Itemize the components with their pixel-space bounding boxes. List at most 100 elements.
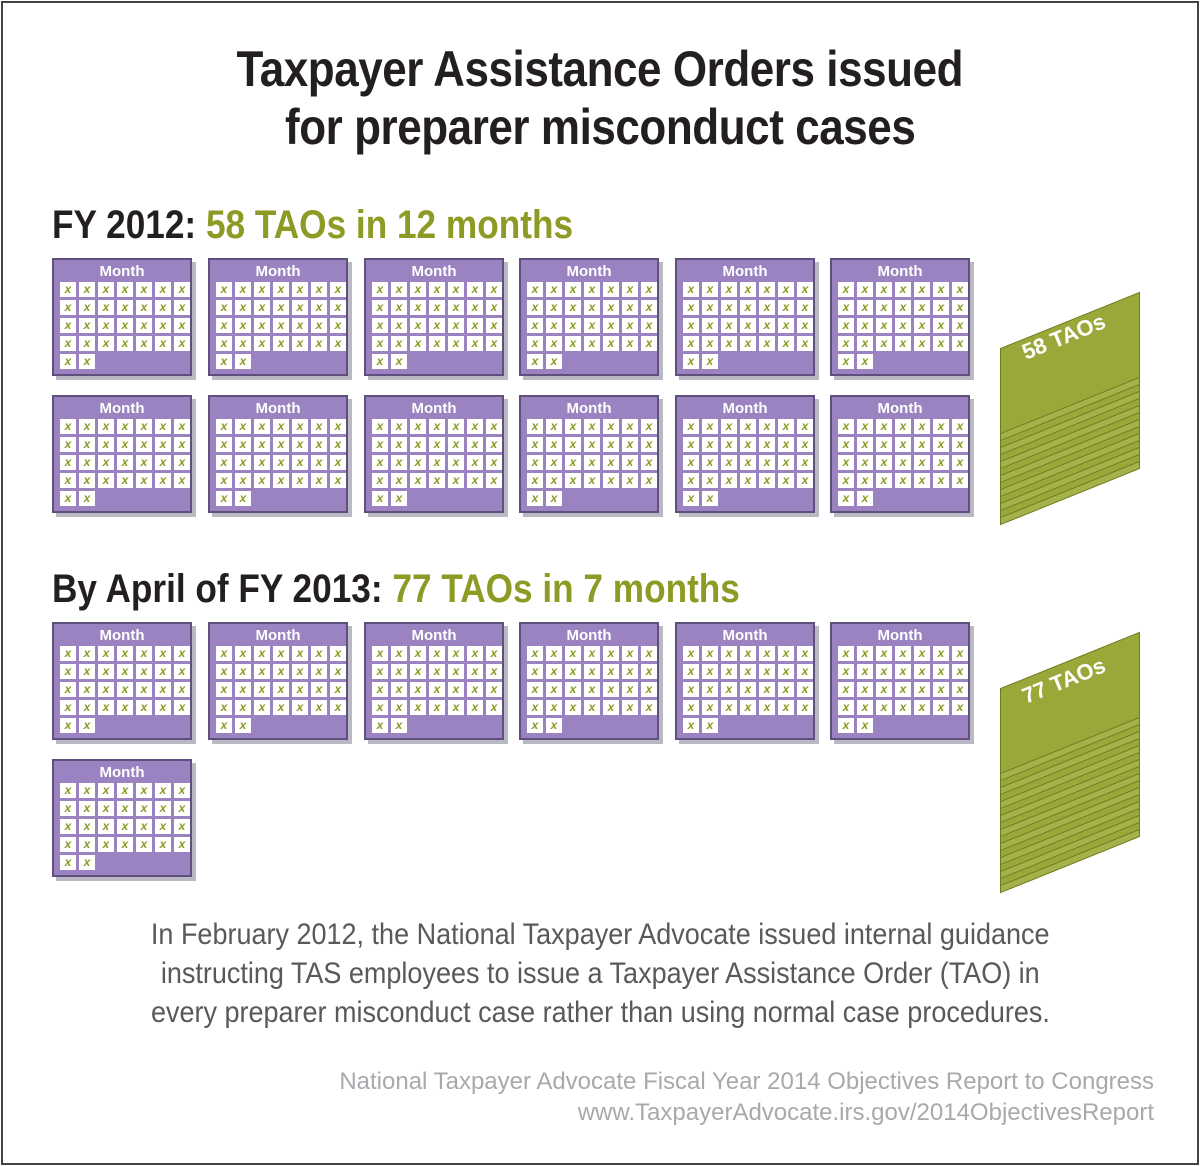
tao-mark-icon: x [391,318,407,333]
tao-mark-icon: x [311,300,327,315]
tao-mark-icon: x [838,300,854,315]
tao-mark-icon: x [254,700,270,715]
tao-mark-icon: x [79,437,95,452]
tao-mark-icon: x [702,718,718,733]
tao-mark-icon: x [235,473,251,488]
tao-mark-icon: x [174,646,190,661]
fy2013-highlight: 77 TAOs in 7 months [392,567,740,611]
tao-mark-icon: x [410,282,426,297]
tao-mark-icon: x [641,682,657,697]
tao-mark-icon: x [838,282,854,297]
tao-mark-icon: x [584,664,600,679]
tao-mark-icon: x [546,700,562,715]
tao-mark-icon: x [797,419,813,434]
tao-mark-icon: x [273,700,289,715]
tao-mark-icon: x [254,473,270,488]
tao-mark-icon: x [467,700,483,715]
tao-mark-icon: x [603,700,619,715]
tao-mark-icon: x [391,455,407,470]
tao-mark-icon: x [429,473,445,488]
tao-mark-icon: x [797,682,813,697]
tao-mark-icon: x [155,819,171,834]
tao-mark-icon: x [235,437,251,452]
tao-mark-icon: x [79,473,95,488]
tao-mark-icon: x [778,700,794,715]
tao-mark-icon: x [60,646,76,661]
tao-mark-icon: x [391,300,407,315]
tao-mark-icon: x [740,318,756,333]
tao-mark-icon: x [117,437,133,452]
tao-mark-icon: x [174,819,190,834]
tao-mark-icon: x [914,646,930,661]
tao-mark-icon: x [876,473,892,488]
tao-mark-icon: x [174,837,190,852]
tao-mark-icon: x [136,300,152,315]
tao-mark-icon: x [933,682,949,697]
tao-mark-icon: x [136,646,152,661]
tao-mark-icon: x [311,318,327,333]
month-calendar: Month x x x x x x x x x x x x x x x x x x x x x x x x x x x x x x [675,258,815,376]
tao-mark-icon: x [155,646,171,661]
tao-mark-icon: x [117,646,133,661]
tao-mark-icon: x [311,437,327,452]
tao-mark-icon: x [235,336,251,351]
tao-mark-icon: x [486,473,502,488]
tao-mark-icon: x [216,336,232,351]
tao-mark-icon: x [952,300,968,315]
tao-mark-icon: x [641,646,657,661]
source-link[interactable]: www.TaxpayerAdvocate.irs.gov/2014Objecti… [577,1099,1154,1126]
tao-mark-icon: x [79,491,95,506]
tao-mark-icon: x [372,718,388,733]
tao-mark-icon: x [273,437,289,452]
tao-mark-icon: x [155,300,171,315]
month-calendar: Month x x x x x x x x x x x x x x x x x x x x x x x x x x x x x x [364,622,504,740]
tao-mark-icon: x [117,318,133,333]
tao-mark-icon: x [952,437,968,452]
tao-mark-icon: x [273,419,289,434]
tao-mark-icon: x [895,664,911,679]
tao-mark-icon: x [174,682,190,697]
tao-mark-icon: x [857,682,873,697]
month-calendar: Month x x x x x x x x x x x x x x x x x x x x x x x x x x x x x x [830,395,970,513]
tao-mark-icon: x [683,646,699,661]
tao-mark-icon: x [683,700,699,715]
tao-mark-icon: x [330,700,346,715]
tao-mark-icon: x [467,419,483,434]
tao-mark-icon: x [60,318,76,333]
tao-mark-icon: x [155,437,171,452]
tao-mark-icon: x [603,682,619,697]
tao-mark-icon: x [79,300,95,315]
tao-mark-icon: x [778,282,794,297]
tao-mark-icon: x [98,318,114,333]
tao-mark-icon: x [527,437,543,452]
tao-mark-icon: x [254,437,270,452]
tao-mark-icon: x [60,837,76,852]
tao-mark-icon: x [838,700,854,715]
tao-mark-icon: x [429,336,445,351]
tao-mark-icon: x [136,700,152,715]
tao-mark-icon: x [721,700,737,715]
tao-mark-icon: x [797,318,813,333]
fy2012-tao-stack: 58 TAOs [990,290,1160,526]
tao-mark-icon: x [876,437,892,452]
tao-mark-icon: x [79,700,95,715]
tao-mark-icon: x [391,473,407,488]
tao-mark-icon: x [914,419,930,434]
tao-mark-icon: x [136,819,152,834]
tao-mark-icon: x [117,700,133,715]
tao-mark-icon: x [448,700,464,715]
tao-mark-icon: x [117,783,133,798]
tao-mark-icon: x [174,783,190,798]
month-label: Month [566,400,612,417]
month-calendar: Month x x x x x x x x x x x x x x x x x x x x x x x x x x x x x x [830,622,970,740]
tao-mark-icon: x [546,718,562,733]
tao-mark-icon: x [117,682,133,697]
tao-mark-icon: x [448,282,464,297]
tao-mark-icon: x [448,318,464,333]
tao-mark-icon: x [311,455,327,470]
tao-mark-icon: x [117,801,133,816]
month-label: Month [411,400,457,417]
tao-mark-icon: x [622,300,638,315]
tao-mark-icon: x [429,419,445,434]
tao-mark-icon: x [641,336,657,351]
